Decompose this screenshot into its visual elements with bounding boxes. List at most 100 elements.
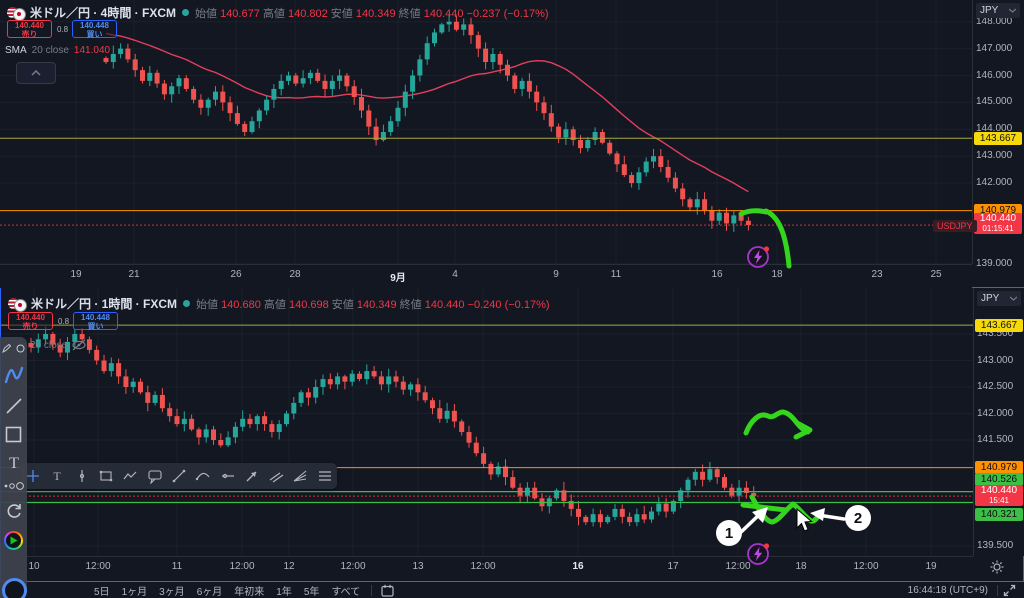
price-tick: 144.000 xyxy=(976,123,1013,135)
axis-settings-gear-icon[interactable] xyxy=(990,560,1004,574)
fib-retracement-tool-icon[interactable] xyxy=(316,467,334,485)
rectangle-tool-icon[interactable] xyxy=(97,467,115,485)
parallel-channel-tool-icon[interactable] xyxy=(267,467,285,485)
candlestick-chart-4h[interactable] xyxy=(0,0,972,264)
symbol-title[interactable]: 米ドル／円 · 4時間 · FXCM xyxy=(30,6,176,20)
range-button[interactable]: 1年 xyxy=(276,586,292,598)
candlestick-chart-1h[interactable] xyxy=(1,288,973,556)
candle xyxy=(28,343,34,348)
price-axis-1h[interactable]: JPY 143.500 143.000 142.500 142.000 141.500 1… xyxy=(973,288,1024,556)
candle xyxy=(599,131,605,143)
candle xyxy=(627,516,633,523)
time-tick: 12:00 xyxy=(229,561,255,572)
text-tool-icon[interactable]: T xyxy=(48,467,66,485)
candle xyxy=(716,212,722,221)
magnifier-tool-icon[interactable] xyxy=(2,578,27,598)
candle xyxy=(643,161,649,173)
polyline-tool-icon[interactable] xyxy=(121,467,139,485)
go-to-date-calendar-icon[interactable] xyxy=(381,584,394,597)
range-button[interactable]: 3ヶ月 xyxy=(159,586,185,598)
vertical-line-tool-icon[interactable] xyxy=(73,467,91,485)
time-axis-1h[interactable]: 10 12:00 11 12:00 12 12:00 13 12:00 16 17 12:00 18 1… xyxy=(1,556,973,581)
collapse-legend-button[interactable] xyxy=(16,62,56,84)
maximize-icon[interactable] xyxy=(1003,584,1016,597)
play-record-button[interactable] xyxy=(4,531,23,550)
buy-button[interactable]: 140.448 買い xyxy=(72,20,117,39)
pen-small-icon[interactable] xyxy=(2,344,11,353)
candle xyxy=(605,516,611,523)
candle xyxy=(400,381,406,390)
price-tick: 148.000 xyxy=(976,15,1013,27)
candle xyxy=(731,215,737,224)
annotation-toolbar[interactable]: T xyxy=(0,337,27,598)
fan-lines-tool-icon[interactable] xyxy=(291,467,309,485)
freehand-draw-tool-icon[interactable] xyxy=(4,364,24,386)
candle xyxy=(183,78,189,89)
stroke-size-picker-icon[interactable] xyxy=(3,481,25,491)
currency-dropdown[interactable]: JPY xyxy=(977,291,1021,306)
candle xyxy=(490,53,496,63)
candle xyxy=(65,341,70,353)
candle xyxy=(694,199,700,208)
candle xyxy=(461,24,467,30)
time-axis-4h[interactable]: 19 21 26 28 9月 4 9 11 16 18 23 25 xyxy=(0,264,972,288)
candle xyxy=(568,500,574,509)
eraser-small-icon[interactable] xyxy=(16,344,25,353)
candle xyxy=(722,477,727,488)
time-tick: 11 xyxy=(610,269,622,280)
range-button[interactable]: すべて xyxy=(331,586,361,598)
candle xyxy=(181,418,187,425)
callout-tool-icon[interactable] xyxy=(146,467,164,485)
chart-pane-1h[interactable]: 米ドル／円 · 1時間 · FXCM 始値 140.680 高値 140.698… xyxy=(0,287,1024,582)
candle xyxy=(286,75,291,81)
price-tick: 142.000 xyxy=(976,177,1013,189)
currency-dropdown[interactable]: JPY xyxy=(976,3,1020,18)
candle xyxy=(410,75,416,92)
text-tool-icon[interactable]: T xyxy=(6,454,22,470)
sell-button[interactable]: 140.440 売り xyxy=(7,20,52,39)
chart-pane-4h[interactable]: 米ドル／円 · 4時間 · FXCM 始値 140.677 高値 140.802… xyxy=(0,0,1024,288)
candle xyxy=(161,83,167,95)
time-tick: 4 xyxy=(452,269,458,280)
green-price-label: 140.526 xyxy=(975,472,1023,486)
price-tick: 141.500 xyxy=(977,434,1014,445)
candle xyxy=(473,442,479,454)
rectangle-tool-icon[interactable] xyxy=(5,426,22,443)
chevron-down-icon xyxy=(1009,8,1016,13)
trendline-tool-icon[interactable] xyxy=(170,467,188,485)
candle xyxy=(481,453,487,464)
time-tick: 12:00 xyxy=(85,561,111,572)
range-button[interactable]: 5日 xyxy=(94,586,110,598)
eye-slash-icon[interactable] xyxy=(72,339,86,351)
range-button[interactable]: 年初来 xyxy=(234,586,265,598)
drawing-toolbar[interactable]: T xyxy=(21,463,337,489)
range-button[interactable]: 6ヶ月 xyxy=(196,586,223,598)
candle xyxy=(430,400,435,409)
arrow-tool-icon[interactable] xyxy=(243,467,261,485)
candle xyxy=(174,416,180,425)
candle xyxy=(211,429,216,440)
range-button[interactable]: 5年 xyxy=(303,586,320,598)
candle xyxy=(466,432,472,443)
sell-button[interactable]: 140.440 売り xyxy=(8,312,53,331)
sma-legend[interactable]: SMA 20 close 141.040 xyxy=(5,45,111,56)
undo-rotate-icon[interactable] xyxy=(5,502,23,520)
candle xyxy=(225,437,231,446)
price-axis-4h[interactable]: JPY 148.000 147.000 146.000 145.000 144.000 1… xyxy=(972,0,1024,269)
line-tool-icon[interactable] xyxy=(5,397,23,415)
flash-boost-icon[interactable] xyxy=(746,541,772,567)
green-price-label: 140.321 xyxy=(975,508,1023,522)
price-tick: 142.500 xyxy=(977,381,1014,392)
flash-boost-icon[interactable] xyxy=(746,244,772,270)
horizontal-ray-tool-icon[interactable] xyxy=(219,467,237,485)
curve-tool-icon[interactable] xyxy=(194,467,212,485)
candle xyxy=(597,514,603,523)
crosshair-tool-icon[interactable] xyxy=(24,467,42,485)
symbol-title[interactable]: 米ドル／円 · 1時間 · FXCM xyxy=(31,297,177,311)
sma-legend-hidden[interactable]: 20 close xyxy=(30,339,86,351)
candle xyxy=(709,210,715,221)
ohlc-row: 始値 140.680 高値 140.698 安値 140.349 終値 140.… xyxy=(196,298,550,311)
clock[interactable]: 16:44:18 (UTC+9) xyxy=(907,584,988,596)
range-button[interactable]: 1ヶ月 xyxy=(121,586,148,598)
buy-button[interactable]: 140.448 買い xyxy=(73,312,118,331)
